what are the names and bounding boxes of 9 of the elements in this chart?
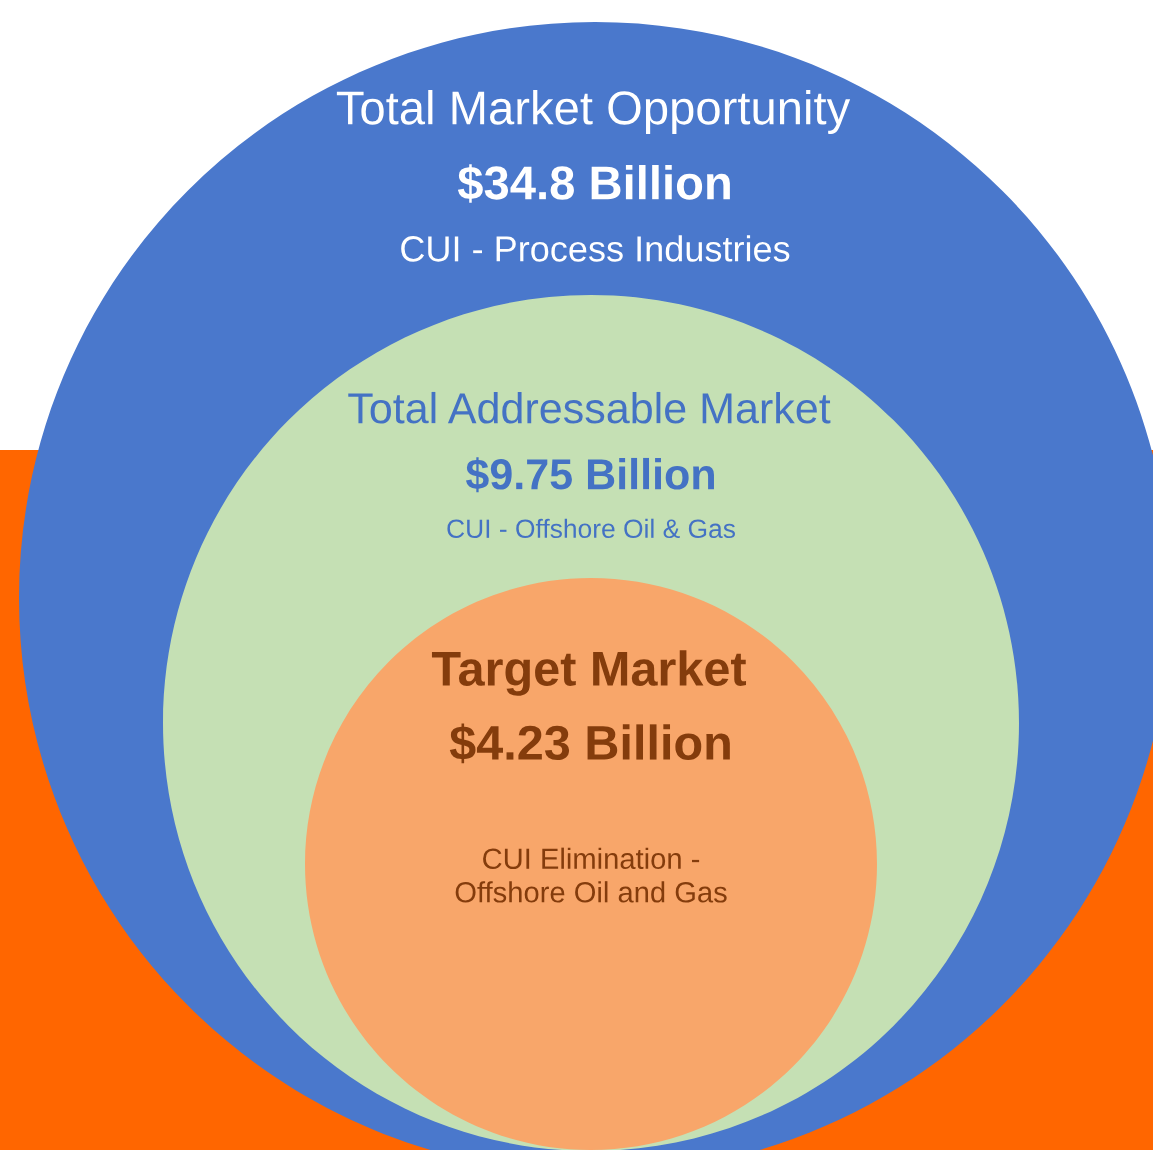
data-label: $34.8 Billion (457, 164, 730, 203)
text: CUI Elimination - Offshore Oil and Gas (455, 847, 727, 903)
category-label: Target Market (431, 650, 747, 696)
text: CUI - Offshore Oil & Gas (447, 518, 735, 539)
category-label: Total Addressable Market (348, 391, 831, 424)
category-label: Total Market Opportunity (336, 89, 851, 135)
text: CUI - Process Industries (401, 235, 790, 262)
data-label: $9.75 Billion (465, 457, 714, 493)
data-label: $4.23 Billion (449, 723, 730, 764)
